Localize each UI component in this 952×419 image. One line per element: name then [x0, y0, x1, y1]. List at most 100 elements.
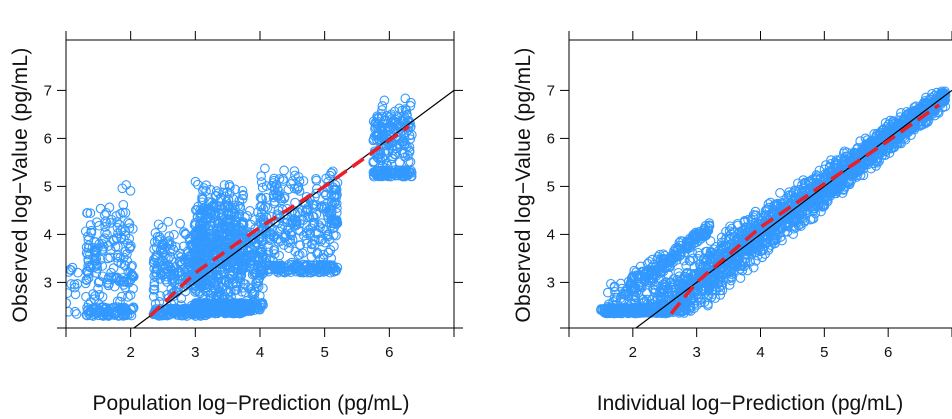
data-point: [828, 172, 838, 183]
data-point: [608, 300, 618, 311]
data-point: [275, 224, 286, 234]
data-point: [750, 206, 761, 217]
data-point: [82, 302, 92, 313]
data-point: [798, 213, 809, 223]
data-point: [80, 226, 91, 237]
data-point: [326, 253, 337, 264]
data-point: [735, 253, 745, 264]
data-point: [810, 203, 821, 214]
data-point: [776, 208, 787, 219]
data-point: [247, 289, 258, 300]
data-point: [739, 217, 750, 228]
data-point: [244, 262, 255, 273]
data-point: [222, 201, 233, 212]
data-point: [397, 126, 408, 137]
data-point: [219, 274, 230, 285]
data-point: [326, 208, 337, 219]
data-point: [105, 252, 116, 263]
data-point: [763, 199, 774, 209]
data-point: [626, 273, 637, 284]
data-point: [273, 233, 284, 244]
data-point: [844, 178, 855, 188]
data-point: [205, 220, 216, 231]
data-point: [704, 267, 714, 277]
data-point: [240, 287, 251, 298]
data-point: [260, 163, 270, 174]
data-point: [298, 176, 309, 186]
data-point: [152, 263, 162, 274]
data-point: [221, 276, 232, 287]
data-point: [377, 152, 388, 163]
data-point: [228, 226, 239, 237]
data-point: [256, 171, 266, 181]
data-point: [125, 274, 136, 284]
identity-line: [635, 89, 952, 328]
data-point: [110, 306, 121, 317]
data-point: [379, 170, 389, 180]
data-point: [910, 122, 921, 133]
y-tick-label: 7: [547, 82, 555, 99]
data-point: [66, 306, 74, 317]
data-point: [329, 190, 340, 201]
data-point: [174, 268, 185, 278]
data-point: [895, 137, 905, 148]
data-point: [655, 266, 666, 277]
data-point: [625, 278, 636, 288]
data-point: [775, 223, 786, 234]
data-point: [325, 261, 336, 271]
data-point: [255, 266, 266, 277]
data-point: [203, 301, 214, 312]
data-point: [205, 213, 216, 224]
data-point: [301, 228, 312, 239]
data-point: [106, 267, 116, 278]
data-point: [275, 236, 286, 247]
data-point: [83, 273, 94, 283]
data-point: [854, 166, 865, 176]
data-point: [163, 261, 174, 272]
data-point: [913, 105, 923, 116]
data-point: [837, 178, 848, 189]
data-point: [640, 307, 651, 318]
data-point: [693, 247, 703, 258]
data-point: [368, 157, 379, 168]
data-point: [405, 101, 416, 111]
data-point: [397, 148, 408, 158]
x-tick-label: 3: [692, 344, 700, 361]
data-point: [121, 180, 132, 190]
data-point: [290, 170, 300, 181]
data-point: [801, 200, 812, 211]
data-point: [149, 280, 160, 291]
data-point: [687, 231, 698, 241]
data-point: [208, 200, 218, 211]
data-point: [167, 305, 178, 315]
data-point: [112, 296, 123, 307]
data-point: [871, 161, 881, 171]
data-point: [225, 182, 235, 192]
data-point: [650, 287, 660, 298]
data-point: [927, 88, 937, 99]
data-point: [271, 180, 282, 190]
data-point: [635, 305, 646, 316]
data-point: [860, 159, 871, 169]
data-point: [263, 247, 274, 258]
data-point: [876, 131, 887, 141]
data-point: [66, 279, 77, 289]
data-point: [272, 266, 282, 276]
data-point: [256, 234, 267, 245]
data-point: [217, 304, 228, 315]
data-point: [694, 289, 704, 300]
data-point: [190, 176, 201, 187]
data-point: [788, 229, 799, 239]
x-tick-label: 2: [126, 344, 134, 361]
data-point: [302, 267, 313, 278]
data-point: [678, 294, 688, 305]
data-point: [376, 108, 387, 119]
data-point: [376, 140, 387, 151]
data-point: [158, 247, 169, 258]
data-point: [653, 252, 663, 262]
data-point: [321, 203, 332, 214]
data-point: [327, 166, 338, 177]
data-point: [753, 240, 763, 251]
plot-area: [596, 86, 952, 328]
data-point: [176, 252, 186, 262]
